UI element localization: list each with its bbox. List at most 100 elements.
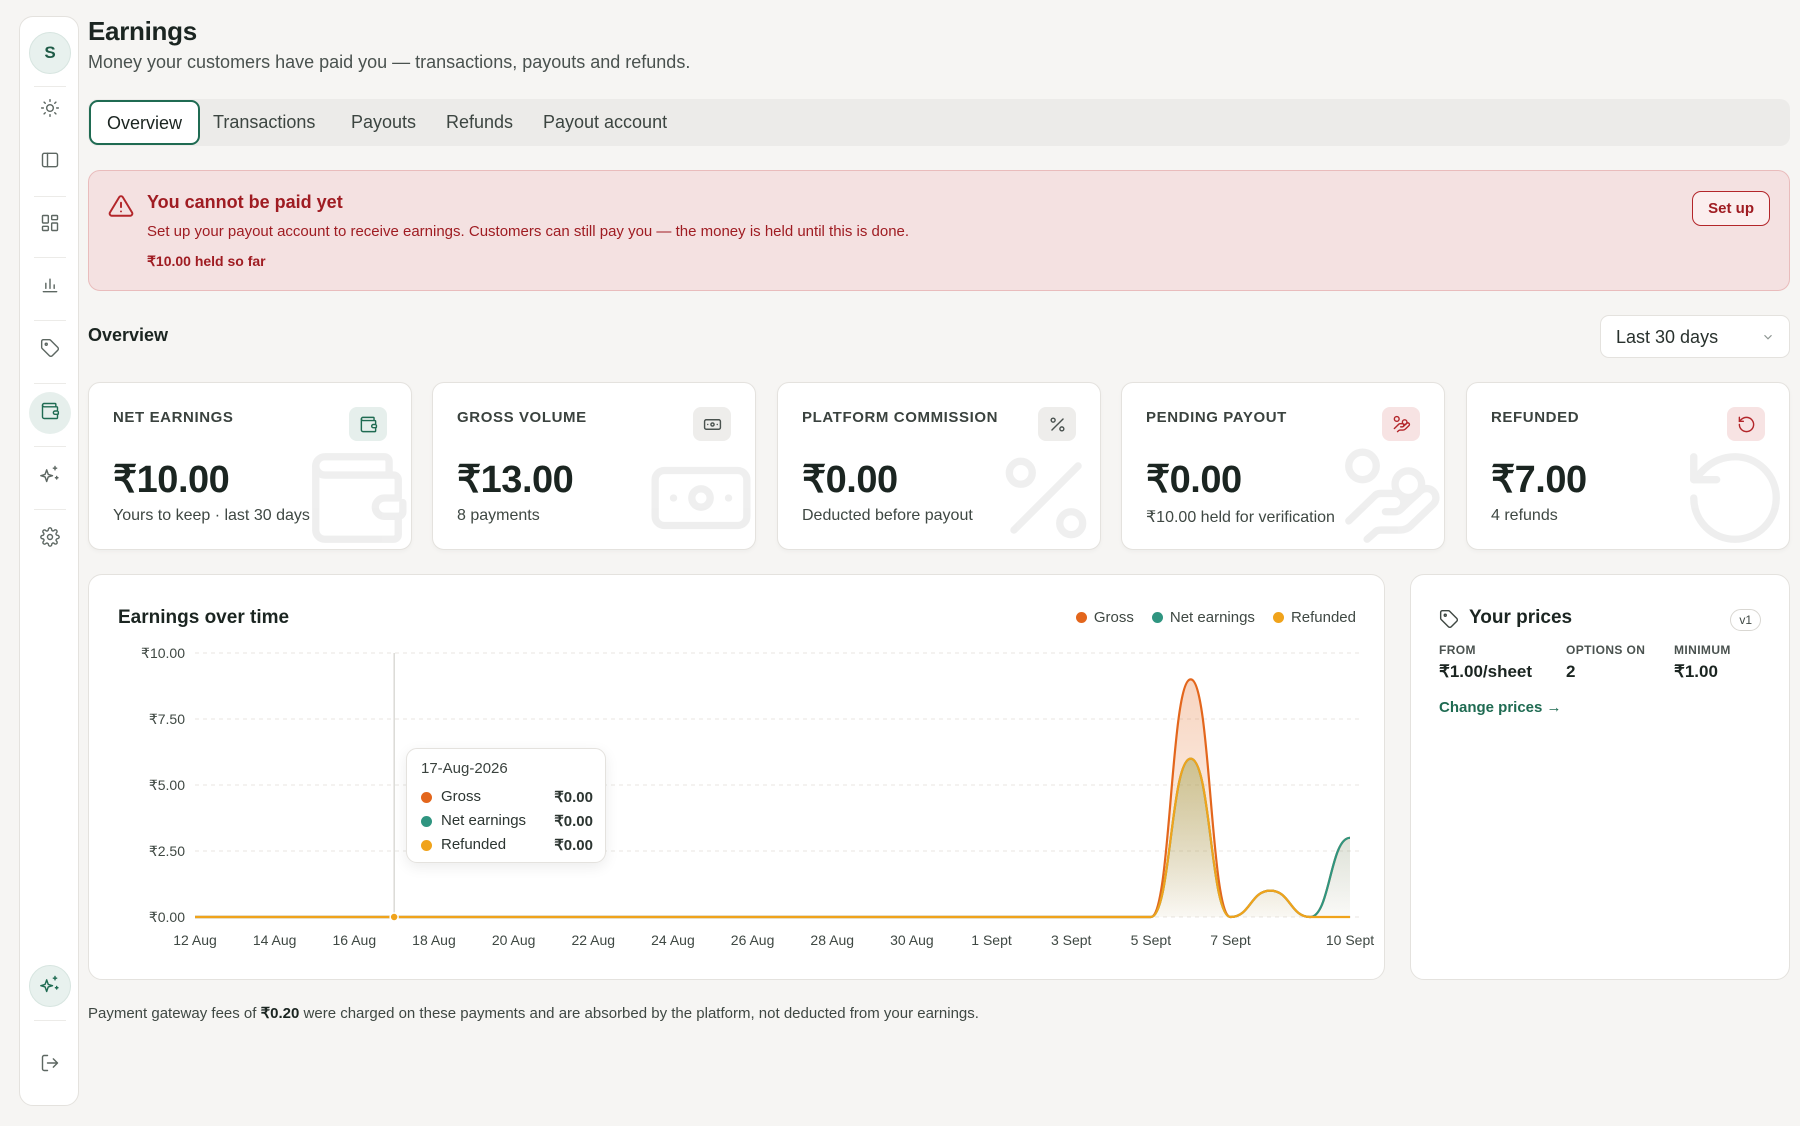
legend-label: Net earnings <box>1169 609 1255 626</box>
sidebar-item-theme[interactable] <box>29 89 71 131</box>
kpi-net-earnings: NET EARNINGS ₹10.00 Yours to keep · last… <box>88 382 412 550</box>
banknote-icon <box>693 407 731 441</box>
sidebar: S <box>19 16 79 1106</box>
grid-icon <box>40 213 60 238</box>
page-title: Earnings <box>88 16 197 46</box>
kpi-subtext: ₹10.00 held for verification <box>1146 509 1335 526</box>
wallet-icon <box>40 401 60 426</box>
rotate-ccw-icon <box>1675 443 1789 549</box>
section-title: Overview <box>88 325 169 345</box>
x-tick-label: 26 Aug <box>731 932 775 948</box>
sidebar-divider <box>34 1020 66 1021</box>
tooltip-series-name: Net earnings <box>441 812 527 829</box>
x-tick-label: 3 Sept <box>1051 932 1092 948</box>
kpi-value: ₹7.00 <box>1491 459 1587 501</box>
earnings-chart-card: ₹0.00 ₹2.50 ₹5.00 ₹7.50 ₹10.00 12 Aug 14 Aug 16… <box>88 574 1385 980</box>
avatar[interactable]: S <box>29 32 71 74</box>
kpi-subtext: Yours to keep · last 30 days <box>113 507 310 524</box>
alert-held-amount: ₹10.00 held so far <box>147 253 266 269</box>
tab-payouts[interactable]: Payouts <box>351 112 417 132</box>
tab-refunds[interactable]: Refunds <box>446 112 514 132</box>
rotate-ccw-icon <box>1727 407 1765 441</box>
price-from-value: ₹1.00/sheet <box>1439 662 1533 681</box>
kpi-pending-payout: PENDING PAYOUT ₹0.00 ₹10.00 held for ver… <box>1121 382 1445 550</box>
kpi-platform-commission: PLATFORM COMMISSION ₹0.00 Deducted befor… <box>777 382 1101 550</box>
sidebar-item-ai[interactable] <box>29 455 71 497</box>
sun-icon <box>40 98 60 123</box>
price-options-value: 2 <box>1566 662 1576 681</box>
version-badge: v1 <box>1730 609 1761 631</box>
sidebar-item-panel[interactable] <box>29 141 71 183</box>
fees-footnote: Payment gateway fees of ₹0.20 were charg… <box>88 1004 979 1022</box>
price-options-label: OPTIONS ON <box>1566 643 1646 657</box>
legend-label: Gross <box>1093 609 1134 626</box>
setup-button[interactable]: Set up <box>1692 191 1770 226</box>
legend-swatch <box>1272 612 1284 623</box>
tab-overview[interactable]: Overview <box>89 100 201 145</box>
tooltip-series-value: ₹0.00 <box>554 813 593 830</box>
tooltip-series-value: ₹0.00 <box>554 789 593 806</box>
sidebar-item-prices[interactable] <box>29 329 71 371</box>
legend-item-refunded[interactable]: Refunded <box>1272 609 1356 626</box>
legend-item-net-earnings[interactable]: Net earnings <box>1151 609 1255 626</box>
x-tick-label: 28 Aug <box>810 932 854 948</box>
kpi-label: NET EARNINGS <box>113 409 234 426</box>
sidebar-item-dashboard[interactable] <box>29 204 71 246</box>
y-tick-label: ₹2.50 <box>149 843 185 859</box>
legend-swatch <box>1075 612 1087 623</box>
tooltip-swatch <box>421 816 432 827</box>
sparkles-icon <box>40 464 60 489</box>
tab-payout-account[interactable]: Payout account <box>543 112 668 132</box>
price-minimum: MINIMUM ₹1.00 <box>1674 643 1731 682</box>
price-from: FROM ₹1.00/sheet <box>1439 643 1532 682</box>
x-tick-label: 5 Sept <box>1131 932 1172 948</box>
legend-label: Refunded <box>1290 609 1356 626</box>
change-prices-link[interactable]: Change prices → <box>1439 699 1562 716</box>
sidebar-item-assistant[interactable] <box>29 965 71 1007</box>
kpi-label: PENDING PAYOUT <box>1146 409 1287 426</box>
chart-title: Earnings over time <box>118 607 290 628</box>
tooltip-swatch <box>421 840 432 851</box>
sidebar-item-settings[interactable] <box>29 518 71 560</box>
sidebar-divider <box>34 446 66 447</box>
x-tick-label: 24 Aug <box>651 932 695 948</box>
kpi-label: REFUNDED <box>1491 409 1580 426</box>
kpi-value: ₹0.00 <box>1146 459 1242 501</box>
tooltip-row-net-earnings: Net earnings ₹0.00 <box>421 811 593 831</box>
chart-tooltip: 17-Aug-2026 Gross ₹0.00 Net earnings ₹0.… <box>406 748 606 863</box>
tab-transactions[interactable]: Transactions <box>213 112 316 132</box>
kpi-label: PLATFORM COMMISSION <box>802 409 999 426</box>
x-tick-label: 30 Aug <box>890 932 934 948</box>
footnote-prefix: Payment gateway fees of <box>88 1005 257 1022</box>
kpi-gross-volume: GROSS VOLUME ₹13.00 8 payments <box>432 382 756 550</box>
sidebar-divider <box>34 257 66 258</box>
warning-triangle-icon <box>108 193 134 219</box>
earnings-chart[interactable]: ₹0.00 ₹2.50 ₹5.00 ₹7.50 ₹10.00 12 Aug 14 Aug 16… <box>89 575 1386 981</box>
tooltip-series-name: Gross <box>441 788 482 805</box>
kpi-value: ₹13.00 <box>457 459 574 501</box>
sidebar-item-logout[interactable] <box>29 1044 71 1086</box>
legend-swatch <box>1151 612 1163 623</box>
kpi-label: GROSS VOLUME <box>457 409 587 426</box>
sidebar-divider <box>34 509 66 510</box>
tooltip-row-gross: Gross ₹0.00 <box>421 787 593 807</box>
wallet-icon <box>297 443 411 549</box>
gear-icon <box>40 526 60 552</box>
chevron-down-icon <box>1761 330 1775 344</box>
date-range-select[interactable]: Last 30 days <box>1600 315 1790 358</box>
prices-card: Your prices v1 FROM ₹1.00/sheet OPTIONS … <box>1410 574 1790 980</box>
x-tick-label: 22 Aug <box>571 932 615 948</box>
legend-item-gross[interactable]: Gross <box>1075 609 1134 626</box>
tooltip-swatch <box>421 792 432 803</box>
sidebar-item-earnings[interactable] <box>29 392 71 434</box>
chart-legend: Gross Net earnings Refunded <box>1075 609 1356 626</box>
sidebar-divider <box>34 86 66 87</box>
y-tick-label: ₹10.00 <box>141 645 185 661</box>
tag-icon <box>40 338 60 363</box>
date-range-value: Last 30 days <box>1616 327 1719 347</box>
price-minimum-label: MINIMUM <box>1674 643 1731 657</box>
x-tick-label: 16 Aug <box>333 932 377 948</box>
price-options: OPTIONS ON 2 <box>1566 643 1645 682</box>
x-tick-label: 7 Sept <box>1210 932 1251 948</box>
sidebar-item-analytics[interactable] <box>29 266 71 308</box>
